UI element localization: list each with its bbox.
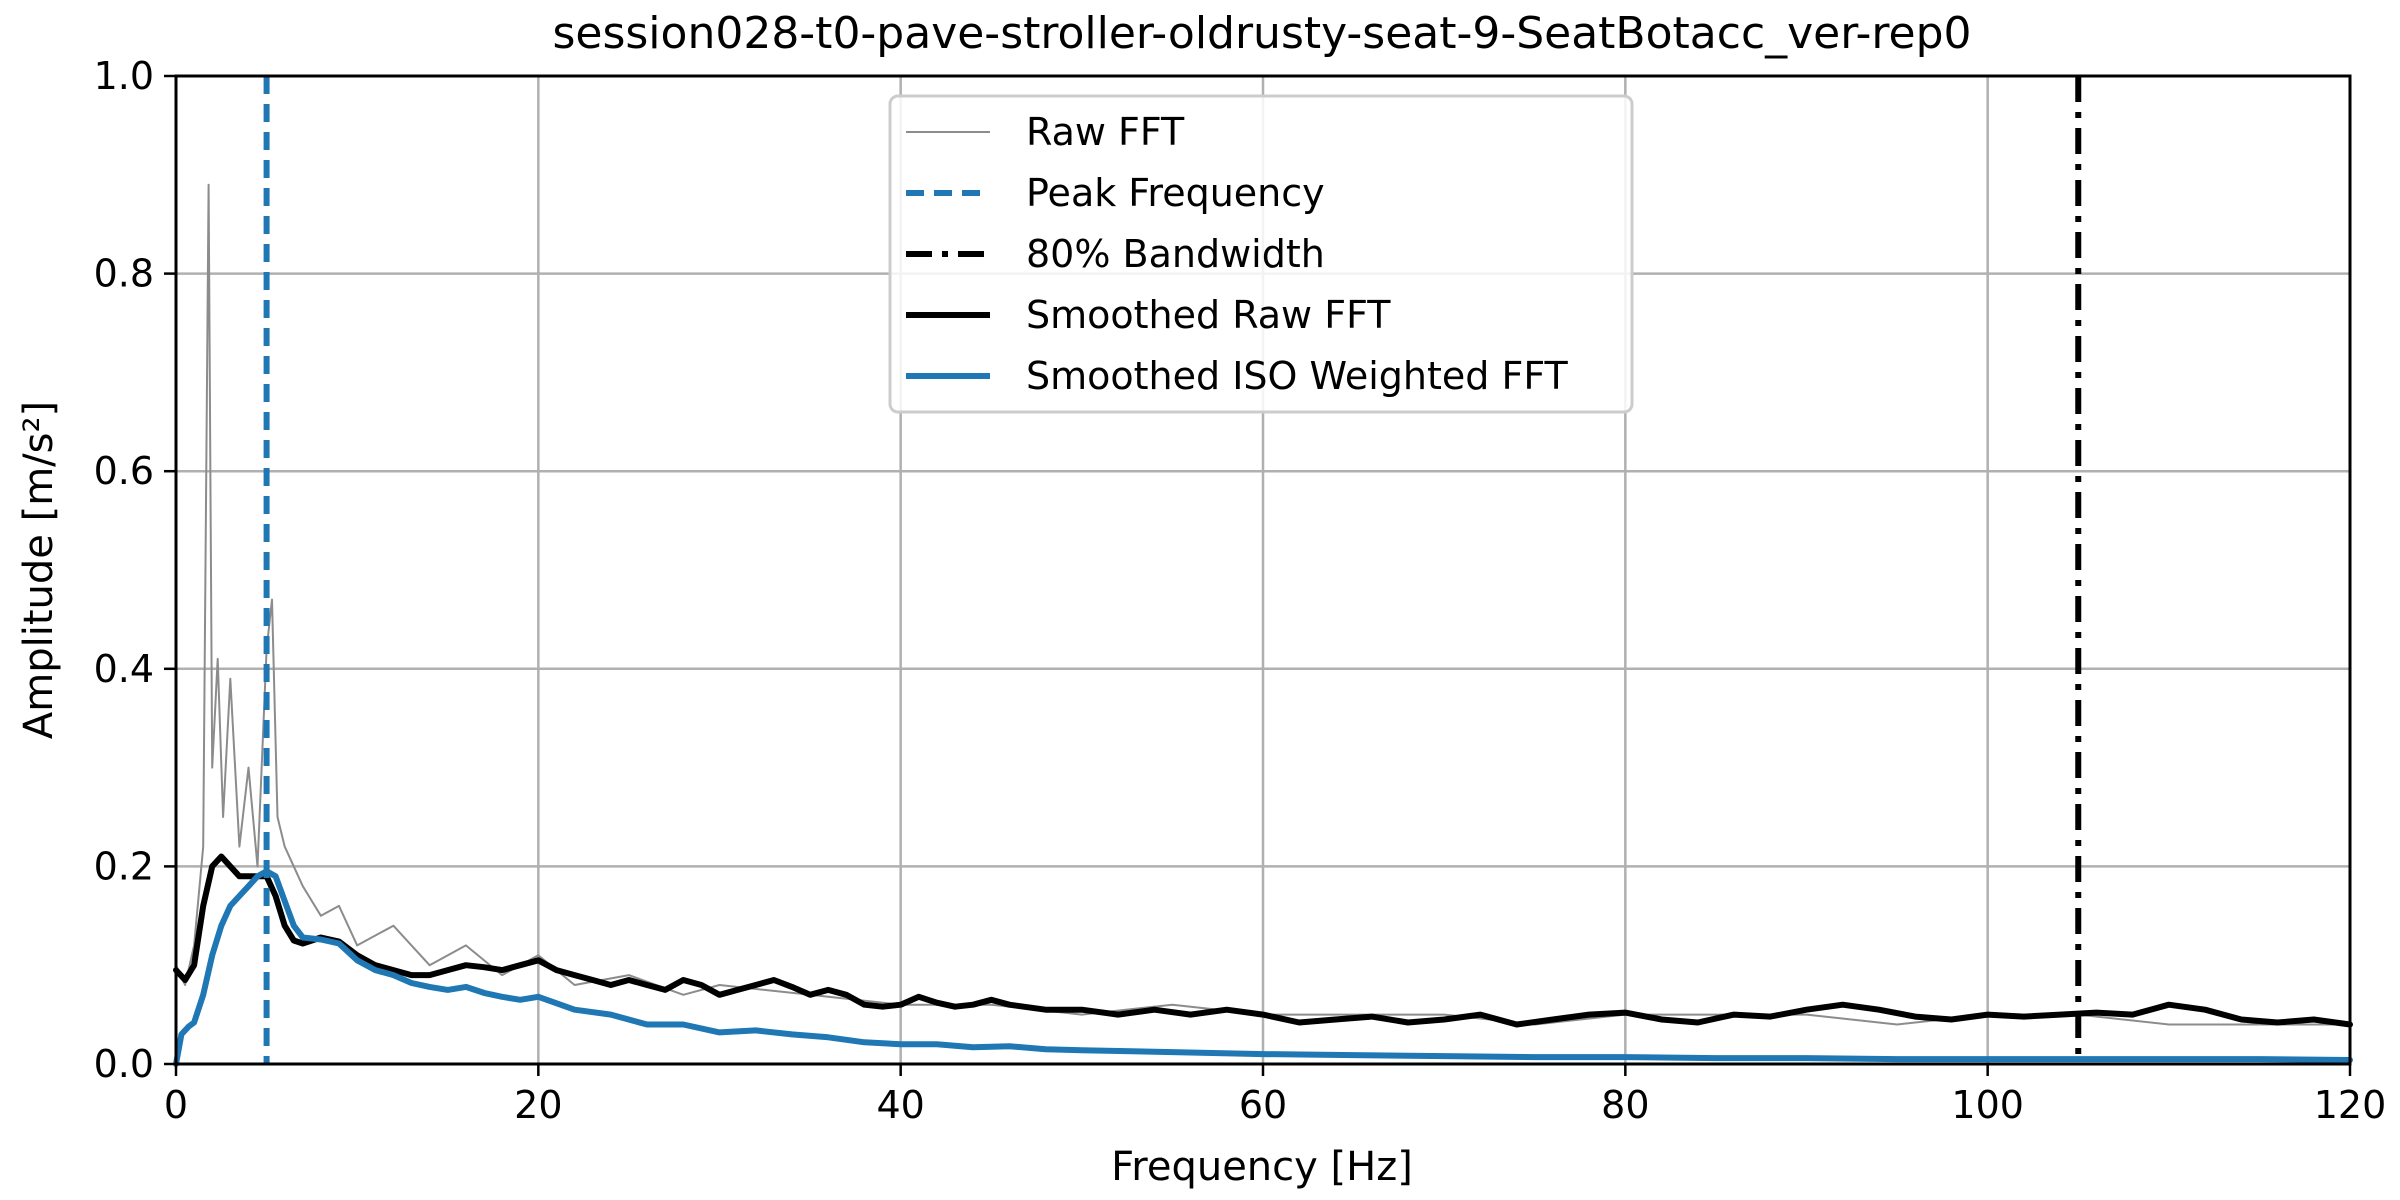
legend-label: Raw FFT bbox=[1026, 110, 1185, 154]
legend-label: Smoothed ISO Weighted FFT bbox=[1026, 354, 1569, 398]
x-tick-label: 100 bbox=[1951, 1083, 2024, 1127]
series-smoothed-iso-weighted-fft bbox=[173, 868, 2353, 1067]
legend-label: Peak Frequency bbox=[1026, 171, 1325, 215]
y-tick-label: 0.8 bbox=[94, 252, 154, 296]
legend: Raw FFT Peak Frequency 80% Bandwidth Smooth… bbox=[888, 94, 1634, 414]
y-axis-label: Amplitude [m/s²] bbox=[16, 401, 62, 739]
x-tick-label: 80 bbox=[1601, 1083, 1649, 1127]
chart-title: session028-t0-pave-stroller-oldrusty-sea… bbox=[552, 8, 1971, 59]
x-tick-label: 0 bbox=[164, 1083, 188, 1127]
legend-box bbox=[888, 94, 1634, 414]
x-tick-label: 120 bbox=[2314, 1083, 2387, 1127]
x-tick-label: 60 bbox=[1239, 1083, 1287, 1127]
legend-label: Smoothed Raw FFT bbox=[1026, 293, 1391, 337]
series-raw-fft bbox=[175, 183, 2351, 1026]
x-axis-label: Frequency [Hz] bbox=[1111, 1144, 1413, 1190]
legend-label: 80% Bandwidth bbox=[1026, 232, 1325, 276]
x-tick-label: 40 bbox=[876, 1083, 924, 1127]
y-tick-label: 1.0 bbox=[94, 54, 154, 98]
x-tick-label: 20 bbox=[514, 1083, 562, 1127]
reference-lines bbox=[263, 76, 2082, 1064]
y-tick-label: 0.2 bbox=[94, 844, 154, 888]
y-tick-label: 0.4 bbox=[94, 647, 154, 691]
y-tick-label: 0.0 bbox=[94, 1042, 154, 1086]
series-layer bbox=[173, 183, 2353, 1067]
y-tick-label: 0.6 bbox=[94, 449, 154, 493]
axis-ticks: 0 20 40 60 80 100 120 0.0 0.2 0.4 0.6 0.8 1.0 bbox=[94, 54, 2387, 1127]
